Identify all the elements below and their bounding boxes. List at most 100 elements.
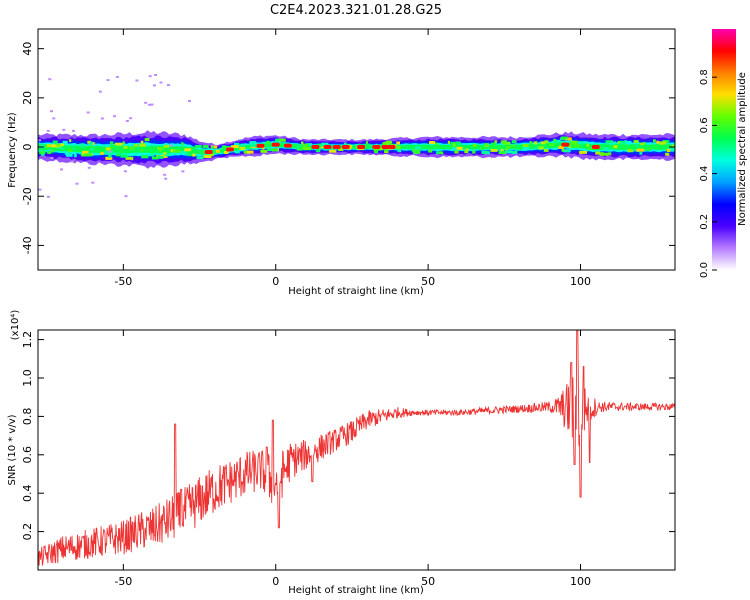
- heatmap-cell: [447, 140, 450, 144]
- heatmap-cell: [140, 148, 145, 152]
- heatmap-cell: [100, 117, 104, 120]
- heatmap-cell: [516, 146, 519, 150]
- heatmap-cell: [659, 141, 667, 145]
- heatmap-cell: [627, 149, 634, 153]
- colorbar-tick-label: 0.6: [699, 117, 710, 133]
- x-tick-label: -50: [114, 575, 132, 588]
- heatmap-cell: [158, 155, 164, 159]
- heatmap-cell: [321, 142, 329, 146]
- colorbar-tick-label: 0.8: [699, 69, 710, 85]
- heatmap-cell: [120, 154, 129, 158]
- heatmap-cell: [211, 146, 214, 150]
- y-tick-label: 0.6: [21, 446, 34, 464]
- heatmap-cell: [428, 149, 433, 153]
- heatmap-cell: [636, 145, 644, 148]
- heatmap-cell: [667, 149, 671, 152]
- heatmap-cell: [114, 142, 123, 146]
- heatmap-cell: [69, 139, 72, 143]
- heatmap-cell: [490, 142, 496, 146]
- heatmap-cell: [74, 154, 77, 158]
- spectrogram-x-ticks: -50 0 50 100: [114, 29, 591, 288]
- heatmap-cell: [456, 146, 463, 150]
- heatmap-cell: [141, 155, 149, 159]
- heatmap-cell: [500, 140, 507, 144]
- heatmap-cell: [501, 148, 504, 152]
- heatmap-cell: [328, 149, 337, 153]
- heatmap-cell: [108, 150, 112, 153]
- heatmap-cell: [153, 84, 156, 87]
- heatmap-cell: [79, 144, 86, 148]
- heatmap-cell: [453, 143, 456, 147]
- heatmap-cell: [569, 143, 575, 147]
- heatmap-hot-spot: [357, 145, 366, 149]
- heatmap-cell: [46, 129, 50, 132]
- heatmap-cell: [140, 140, 144, 144]
- heatmap-cell: [90, 147, 95, 151]
- heatmap-cell: [511, 151, 518, 154]
- heatmap-cell: [579, 150, 587, 154]
- heatmap-cell: [234, 150, 240, 154]
- heatmap-cell: [602, 147, 609, 151]
- x-tick-label: 0: [272, 275, 279, 288]
- heatmap-cell: [246, 150, 254, 154]
- heatmap-cell: [300, 145, 306, 149]
- colorbar-tick-label: 0.4: [699, 166, 710, 182]
- heatmap-cell: [180, 142, 184, 146]
- heatmap-cell: [290, 144, 298, 148]
- figure-title: C2E4.2023.321.01.28.G25: [270, 3, 442, 18]
- heatmap-cell: [518, 147, 522, 151]
- heatmap-cell: [60, 168, 63, 171]
- heatmap-hot-spot: [372, 145, 381, 149]
- heatmap-cell: [301, 141, 304, 145]
- heatmap-cell: [605, 140, 613, 144]
- heatmap-cell: [206, 153, 214, 157]
- heatmap-cell: [113, 115, 116, 118]
- heatmap-cell: [68, 149, 72, 153]
- x-tick-label: 50: [421, 575, 435, 588]
- heatmap-cell: [149, 153, 154, 157]
- heatmap-cell: [150, 103, 154, 106]
- heatmap-cell: [199, 150, 204, 154]
- heatmap-cell: [540, 141, 546, 145]
- heatmap-hot-spot: [387, 145, 396, 149]
- heatmap-cell: [52, 140, 58, 144]
- heatmap-hot-spot: [204, 150, 213, 154]
- heatmap-cell: [163, 173, 167, 176]
- heatmap-cell: [87, 166, 91, 169]
- heatmap-cell: [210, 145, 218, 149]
- heatmap-cell: [561, 148, 564, 152]
- heatmap-cell: [266, 140, 270, 144]
- heatmap-cell: [129, 117, 133, 120]
- heatmap-cell: [92, 142, 95, 145]
- heatmap-cell: [135, 79, 139, 82]
- heatmap-cell: [522, 147, 530, 151]
- y-tick-label: 0.4: [21, 484, 34, 502]
- heatmap-cell: [158, 147, 165, 150]
- heatmap-cell: [105, 147, 111, 151]
- heatmap-cell: [39, 151, 46, 154]
- heatmap-cell: [573, 144, 580, 148]
- heatmap-cell: [555, 139, 561, 143]
- heatmap-cell: [62, 128, 66, 131]
- heatmap-cell: [46, 144, 52, 147]
- heatmap-cell: [151, 156, 159, 160]
- colorbar-label: Normalized spectral amplitude: [737, 72, 748, 226]
- heatmap-hot-spot: [271, 142, 280, 147]
- heatmap-cell: [133, 143, 138, 147]
- heatmap-cell: [38, 139, 41, 142]
- heatmap-cell: [640, 142, 644, 146]
- heatmap-cell: [110, 145, 117, 148]
- heatmap-cell: [613, 145, 618, 149]
- heatmap-hot-spot: [561, 142, 570, 147]
- heatmap-cell: [267, 148, 274, 152]
- x-tick-label: 100: [570, 575, 591, 588]
- heatmap-cell: [533, 141, 538, 145]
- heatmap-cell: [181, 170, 185, 173]
- heatmap-cell: [564, 149, 571, 153]
- heatmap-cell: [378, 147, 384, 151]
- heatmap-cell: [50, 156, 54, 159]
- snr-x-ticks: -50 0 50 100: [114, 330, 591, 588]
- heatmap-cell: [595, 151, 600, 155]
- heatmap-cell: [56, 146, 65, 149]
- heatmap-cell: [89, 141, 94, 145]
